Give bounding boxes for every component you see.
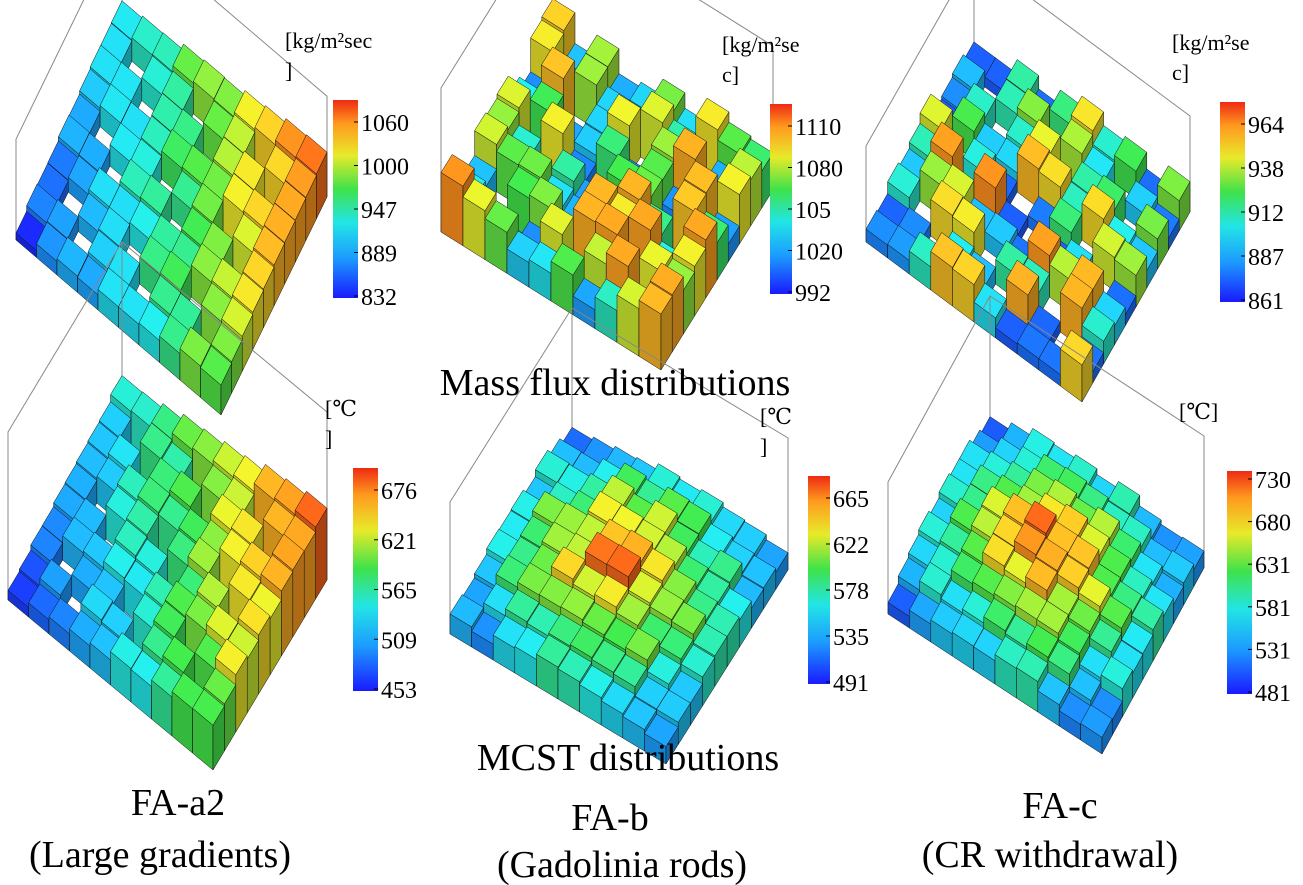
caption-name-fa-b: FA-b [571, 797, 648, 839]
bar-9-9 [1080, 704, 1113, 755]
colorbar-tick-label: 509 [381, 628, 417, 654]
bar-9-9 [644, 713, 679, 765]
colorbar-tick-label: 947 [361, 198, 397, 224]
section-title-mcst: MCST distributions [477, 737, 779, 779]
bar-9-9 [192, 688, 225, 771]
panel-5: 730 680 631 581 531 481 [℃] [887, 295, 1291, 755]
caption-desc-fa-c: (CR withdrawal) [922, 834, 1178, 876]
colorbar-unit-label-cont: c] [1172, 60, 1189, 85]
colorbar-unit-label: [℃ [325, 396, 357, 421]
caption-desc-fa-b: (Gadolinia rods) [497, 844, 747, 885]
colorbar-tick-label: 453 [381, 678, 417, 704]
colorbar-unit-label: [℃ [760, 404, 792, 429]
caption-desc-fa-a2: (Large gradients) [29, 834, 291, 876]
colorbar-tick-label: 730 [1255, 468, 1291, 494]
colorbar-tick-label: 1080 [795, 157, 843, 183]
colorbar-unit-label: [kg/m²se [1172, 30, 1249, 55]
colorbar-tick-label: 680 [1255, 511, 1291, 537]
colorbar-unit-label: [℃] [1179, 399, 1218, 424]
colorbar-tick-label: 581 [1255, 596, 1291, 622]
panel-2: 964 938 912 887 861 [kg/m²se c] [865, 0, 1284, 403]
panel-0: 1060 1000 947 889 832 [kg/m²sec] [15, 0, 409, 416]
colorbar-tick-label: 676 [381, 479, 417, 505]
colorbar-tick-label: 832 [361, 285, 397, 311]
colorbar-tick-label: 578 [833, 579, 869, 605]
colorbar-tick-label: 1020 [795, 240, 843, 266]
colorbar [1227, 471, 1252, 694]
colorbar [770, 104, 792, 294]
panel-4: 665 622 578 535 491 [℃] [449, 307, 869, 765]
colorbar-tick-label: 665 [833, 487, 869, 513]
colorbar-tick-label: 1060 [361, 111, 409, 137]
colorbar [1220, 102, 1245, 302]
colorbar-tick-label: 535 [833, 625, 869, 651]
caption-name-fa-c: FA-c [1022, 785, 1097, 827]
bar-9-9 [1060, 329, 1094, 403]
colorbar-unit-label-cont: c] [722, 62, 739, 87]
bounding-box [440, 0, 774, 232]
colorbar-unit-label: [kg/m²se [722, 32, 799, 57]
colorbar-unit-label: [kg/m²sec [285, 28, 372, 53]
colorbar-unit-label-cont: ] [325, 426, 332, 451]
colorbar-tick-label: 887 [1248, 245, 1284, 271]
colorbar-tick-label: 105 [795, 198, 831, 224]
colorbar-tick-label: 565 [381, 579, 417, 605]
colorbar-unit-label-cont: ] [285, 58, 292, 83]
colorbar-tick-label: 531 [1255, 638, 1291, 664]
colorbar-tick-label: 491 [833, 671, 869, 697]
colorbar-tick-label: 481 [1255, 681, 1291, 707]
colorbar-tick-label: 964 [1248, 113, 1284, 139]
panel-3: 676 621 565 509 453 [℃] [7, 241, 417, 771]
colorbar-tick-label: 622 [833, 533, 869, 559]
colorbar [808, 476, 830, 684]
colorbar-tick-label: 1110 [795, 115, 841, 141]
bounding-box [15, 0, 328, 240]
colorbar-tick-label: 992 [795, 281, 831, 307]
bar-9-9 [200, 345, 232, 416]
caption-name-fa-a2: FA-a2 [131, 782, 225, 824]
panel-1: 1110 1080 105 1020 992 [kg/m²se c] [440, 0, 843, 371]
colorbar-tick-label: 1000 [361, 155, 409, 181]
bar-9-9 [638, 281, 673, 371]
colorbar-unit-label-cont: ] [760, 434, 767, 459]
section-title-mass-flux: Mass flux distributions [440, 362, 790, 404]
colorbar [353, 468, 378, 691]
bounding-box [865, 0, 1191, 242]
colorbar-tick-label: 889 [361, 242, 397, 268]
colorbar-tick-label: 861 [1248, 289, 1284, 315]
colorbar-tick-label: 621 [381, 529, 417, 555]
colorbar [333, 100, 358, 298]
colorbar-tick-label: 631 [1255, 553, 1291, 579]
colorbar-tick-label: 912 [1248, 201, 1284, 227]
colorbar-tick-label: 938 [1248, 157, 1284, 183]
